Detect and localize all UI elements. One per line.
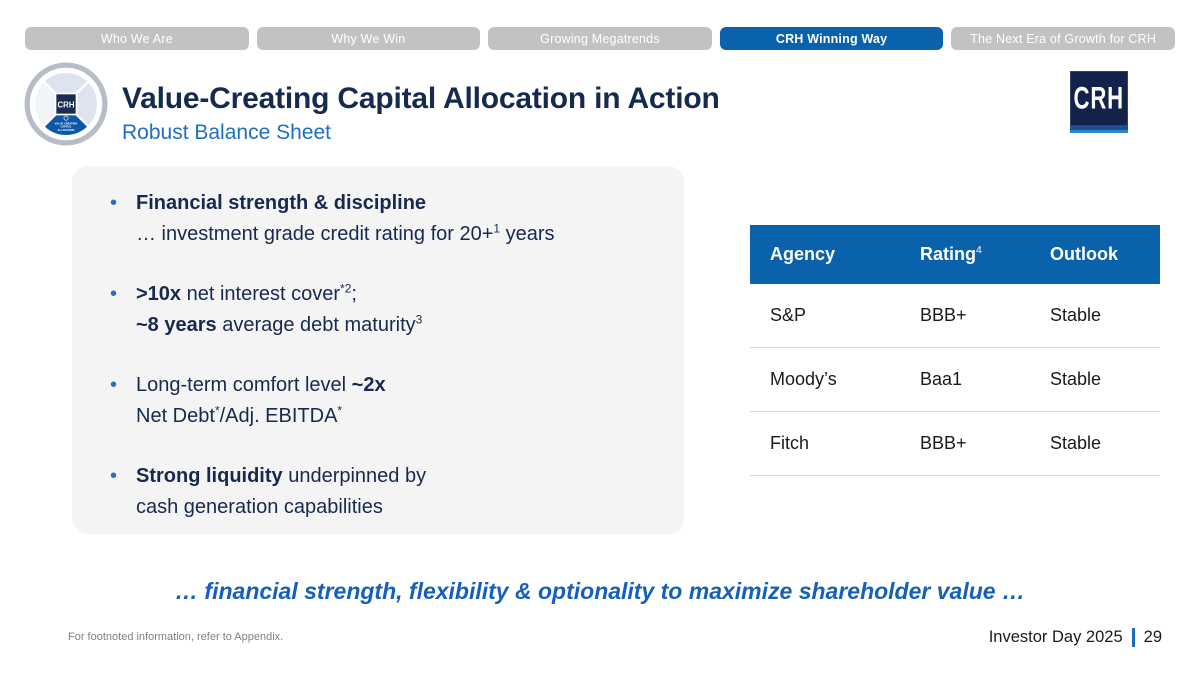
- credit-ratings-table: Agency Rating4 Outlook S&P BBB+ Stable Moody’s…: [750, 225, 1160, 476]
- event-name: Investor Day 2025: [988, 628, 1123, 646]
- table-cell: S&P: [770, 305, 807, 325]
- bullet-dot-icon: •: [110, 374, 118, 396]
- crh-logo-text: CRH: [1073, 80, 1125, 116]
- table-cell: Fitch: [770, 433, 810, 453]
- header-cell-rating: Rating4: [920, 244, 982, 264]
- page-title: Value-Creating Capital Allocation in Act…: [122, 82, 720, 115]
- page-number: 29: [1143, 628, 1162, 646]
- header-cell-agency: Agency: [770, 244, 836, 264]
- crh-logo-face: CRH: [1070, 71, 1128, 126]
- header: Value-Creating Capital Allocation in Act…: [122, 82, 720, 145]
- section-tabbar: Who We Are Why We Win Growing Megatrends CR…: [25, 27, 1175, 50]
- tab-crh-winning-way[interactable]: CRH Winning Way: [719, 27, 944, 50]
- footnote-reference: For footnoted information, refer to Appe…: [68, 631, 284, 643]
- ratings-table-row-s-p: S&P BBB+ Stable: [750, 284, 1160, 348]
- tab-who-we-are[interactable]: Who We Are: [25, 27, 249, 50]
- capital-allocation-wheel-icon: VALUE CREATING CAPITAL ALLOCATION CRH: [24, 62, 108, 146]
- table-cell: BBB+: [920, 305, 967, 325]
- bullet-text: Strong liquidity underpinned by cash gene…: [136, 465, 427, 518]
- table-cell: Baa1: [920, 369, 963, 389]
- table-cell: Stable: [1050, 433, 1102, 453]
- slide-footer: Investor Day 2025 29: [989, 628, 1162, 647]
- crh-logo-stripe-light: [1070, 130, 1128, 133]
- ratings-table-row-moody-s: Moody’s Baa1 Stable: [750, 348, 1160, 412]
- page-subtitle: Robust Balance Sheet: [122, 121, 331, 144]
- crh-logo: CRH: [1070, 71, 1128, 133]
- wheel-active-label-line3: ALLOCATION: [58, 128, 75, 132]
- wheel-active-label-line1: VALUE CREATING: [55, 121, 78, 125]
- bullet-item-3: • Long-term comfort level ~2x Net Debt*/Ad…: [110, 370, 654, 432]
- bullet-text: Long-term comfort level ~2x Net Debt*/Adj…: [136, 374, 386, 427]
- tab-the-next-era-of-growth-for-crh[interactable]: The Next Era of Growth for CRH: [951, 27, 1175, 50]
- table-cell: Stable: [1050, 369, 1102, 389]
- header-cell-outlook: Outlook: [1050, 244, 1118, 264]
- ratings-table-header: Agency Rating4 Outlook: [750, 225, 1160, 284]
- bullet-dot-icon: •: [110, 192, 118, 214]
- table-cell: Moody’s: [770, 369, 837, 389]
- wheel-segment-top: [41, 70, 91, 106]
- wheel-segment-left: [32, 79, 68, 129]
- tab-why-we-win[interactable]: Why We Win: [256, 27, 481, 50]
- bullet-text: Financial strength & discipline… investm…: [136, 192, 555, 245]
- balance-sheet-highlights-card: • Financial strength & discipline… invest…: [72, 166, 684, 534]
- bullet-dot-icon: •: [110, 465, 118, 487]
- tab-growing-megatrends[interactable]: Growing Megatrends: [488, 27, 712, 50]
- closing-statement: … financial strength, flexibility & opti…: [175, 578, 1025, 604]
- bullet-text: >10x net interest cover*2; ~8 years avera…: [136, 281, 423, 336]
- bullet-item-4: • Strong liquidity underpinned by cash gen…: [110, 461, 654, 523]
- table-cell: BBB+: [920, 433, 967, 453]
- crh-logo-stripe: [1070, 126, 1128, 130]
- ratings-table-row-fitch: Fitch BBB+ Stable: [750, 412, 1160, 476]
- wheel-segment-right: [64, 79, 100, 129]
- bullet-item-1: • Financial strength & discipline… invest…: [110, 188, 654, 250]
- footer-divider-bar: [1131, 628, 1135, 647]
- wheel-center-label: CRH: [57, 100, 74, 109]
- wheel-active-label-line2: CAPITAL: [60, 125, 72, 129]
- bullet-dot-icon: •: [110, 283, 118, 305]
- table-cell: Stable: [1050, 305, 1102, 325]
- bullet-item-2: • >10x net interest cover*2; ~8 years aver…: [110, 279, 654, 341]
